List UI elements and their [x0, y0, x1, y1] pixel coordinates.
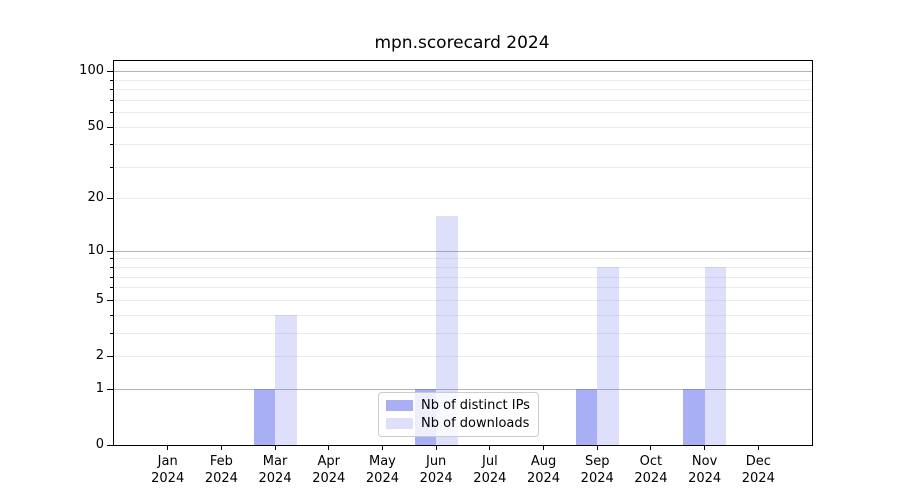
y-axis-tick	[107, 356, 113, 357]
y-axis-minor-tick	[110, 267, 113, 269]
x-axis-label: Jan 2024	[151, 454, 185, 486]
legend-item-distinct-ips: Nb of distinct IPs	[386, 398, 530, 413]
legend-swatch-downloads	[386, 418, 413, 429]
y-axis-minor-tick	[110, 99, 113, 101]
y-axis-label: 20	[87, 190, 104, 206]
y-axis-label: 5	[95, 291, 104, 307]
y-gridline	[114, 356, 812, 357]
y-axis-label: 1	[95, 380, 104, 396]
y-axis-tick	[107, 299, 113, 301]
y-axis-minor-tick	[110, 287, 113, 289]
bar-distinct-ips-Sep	[575, 388, 598, 445]
y-axis-label: 10	[87, 242, 104, 258]
x-axis-tick	[596, 445, 598, 450]
legend-label-distinct-ips: Nb of distinct IPs	[421, 398, 530, 413]
y-gridline-minor	[114, 144, 812, 146]
y-axis-minor-tick	[110, 79, 113, 81]
x-axis-label: May 2024	[365, 454, 399, 486]
bar-downloads-Nov	[704, 267, 727, 445]
y-gridline-minor	[114, 276, 812, 278]
y-gridline-minor	[114, 99, 812, 101]
y-axis-minor-tick	[110, 89, 113, 91]
y-axis-minor-tick	[110, 332, 113, 334]
y-axis-label: 100	[79, 63, 104, 79]
y-axis-label: 0	[95, 437, 104, 452]
bar-downloads-Sep	[597, 267, 619, 445]
x-axis-tick	[328, 445, 330, 450]
x-axis-tick	[704, 445, 706, 450]
y-gridline	[114, 388, 812, 390]
y-axis-minor-tick	[110, 276, 113, 278]
y-gridline-minor	[114, 112, 812, 114]
y-gridline	[114, 198, 812, 200]
x-axis-tick	[650, 445, 652, 450]
y-gridline	[114, 250, 812, 252]
y-axis-minor-tick	[110, 144, 113, 146]
x-axis-label: Jul 2024	[473, 454, 507, 486]
bar-downloads-Jun	[436, 215, 458, 445]
y-gridline	[114, 299, 812, 301]
legend: Nb of distinct IPs Nb of downloads	[378, 392, 539, 437]
legend-label-downloads: Nb of downloads	[421, 416, 530, 431]
y-axis-tick	[107, 445, 113, 446]
x-axis-tick	[435, 445, 437, 450]
x-axis-tick	[167, 445, 169, 450]
x-axis-tick	[274, 445, 276, 450]
bar-downloads-Mar	[275, 314, 297, 445]
y-axis-tick	[107, 388, 113, 390]
bar-distinct-ips-Nov	[683, 388, 705, 445]
x-axis-label: Sep 2024	[580, 454, 614, 486]
x-axis-tick	[220, 445, 222, 450]
y-axis-tick	[107, 250, 113, 252]
y-gridline-minor	[114, 332, 812, 334]
y-axis-tick	[107, 198, 113, 200]
y-axis-tick	[107, 71, 113, 73]
y-axis-tick	[107, 126, 113, 128]
legend-item-downloads: Nb of downloads	[386, 416, 530, 431]
y-gridline	[114, 126, 812, 128]
x-axis-label: Nov 2024	[688, 454, 722, 486]
y-gridline-minor	[114, 287, 812, 289]
chart-title: mpn.scorecard 2024	[374, 33, 550, 53]
x-axis-label: Feb 2024	[204, 454, 238, 486]
y-axis-label: 2	[95, 348, 104, 363]
y-gridline-minor	[114, 89, 812, 91]
plot-area: 0 1 2 5 10 20 50 100 Jan 2024 Feb 2024 Mar 2024 Apr…	[79, 60, 813, 486]
legend-swatch-distinct-ips	[386, 400, 413, 411]
x-axis-label: Oct 2024	[634, 454, 668, 486]
y-gridline-minor	[114, 314, 812, 316]
x-axis-label: Jun 2024	[419, 454, 453, 486]
y-gridline-minor	[114, 166, 812, 168]
x-axis-label: Mar 2024	[258, 454, 292, 486]
bar-distinct-ips-Mar	[253, 388, 276, 445]
y-gridline-minor	[114, 79, 812, 81]
y-axis-minor-tick	[110, 112, 113, 114]
y-axis-minor-tick	[110, 314, 113, 316]
x-axis-tick	[757, 445, 759, 450]
y-gridline-minor	[114, 258, 812, 260]
x-axis-tick	[489, 445, 491, 450]
y-gridline	[114, 71, 812, 73]
y-gridline-minor	[114, 267, 812, 269]
x-axis-label: Dec 2024	[741, 454, 775, 486]
x-axis-tick	[543, 445, 545, 450]
x-axis-label: Apr 2024	[312, 454, 346, 486]
y-axis-minor-tick	[110, 166, 113, 168]
x-axis-label: Aug 2024	[526, 454, 561, 486]
x-axis-tick	[381, 445, 383, 450]
y-axis-label: 50	[87, 118, 104, 134]
y-axis-minor-tick	[110, 258, 113, 260]
